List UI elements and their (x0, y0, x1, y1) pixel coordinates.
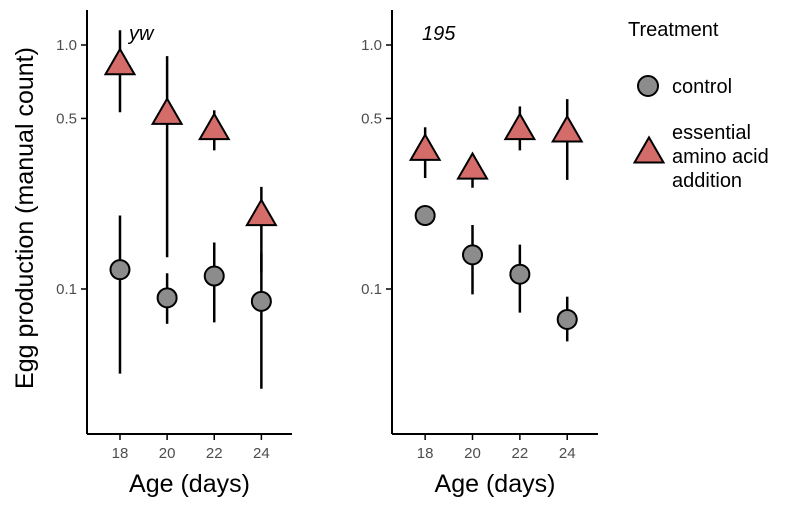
data-point-control (250, 290, 272, 312)
panel-label: yw (127, 23, 155, 45)
data-point-control (414, 205, 436, 227)
x-tick-label: 24 (253, 445, 270, 462)
legend-label-control: control (672, 76, 732, 98)
x-tick-label: 20 (159, 445, 176, 462)
y-tick-label: 1.0 (56, 37, 77, 54)
legend-key-amino-acid (632, 135, 666, 164)
data-point-amino-acid (550, 114, 584, 143)
data-point-amino-acid (245, 197, 278, 227)
x-tick-label: 22 (512, 445, 529, 462)
legend-label-amino-acid-line-3: addition (672, 170, 742, 192)
legend-triangle-icon (632, 135, 666, 164)
x-tick-label: 22 (206, 445, 223, 462)
data-point-amino-acid (198, 112, 231, 141)
data-point-amino-acid (408, 132, 442, 161)
y-axis-title: Egg production (manual count) (11, 47, 39, 389)
data-point-control (462, 244, 484, 266)
legend-circle-icon (637, 75, 659, 97)
x-axis-title: Age (days) (435, 470, 556, 498)
x-axis-title: Age (days) (129, 470, 250, 498)
x-tick-label: 20 (464, 445, 481, 462)
panel-label: 195 (422, 23, 456, 45)
data-point-control (203, 265, 225, 287)
data-point-control (509, 263, 531, 285)
y-tick-label: 1.0 (361, 37, 382, 54)
data-point-control (156, 287, 178, 309)
y-tick-label: 0.5 (361, 110, 382, 127)
data-point-amino-acid (503, 112, 537, 141)
y-tick-label: 0.1 (56, 281, 77, 298)
x-tick-label: 18 (417, 445, 434, 462)
data-point-control (109, 259, 131, 281)
y-tick-label: 0.5 (56, 110, 77, 127)
data-point-amino-acid (103, 47, 137, 76)
legend-title: Treatment (628, 19, 719, 41)
x-tick-label: 18 (112, 445, 129, 462)
legend-label-amino-acid-line-2: amino acid (672, 146, 769, 168)
data-point-amino-acid (456, 151, 489, 180)
data-point-control (556, 308, 578, 330)
legend-label-amino-acid-line-1: essential (672, 122, 751, 144)
y-tick-label: 0.1 (361, 281, 382, 298)
data-point-amino-acid (150, 96, 184, 125)
legend: Treatment control essential amino acid a… (628, 19, 769, 192)
legend-key-control (637, 75, 659, 97)
x-tick-label: 24 (559, 445, 576, 462)
